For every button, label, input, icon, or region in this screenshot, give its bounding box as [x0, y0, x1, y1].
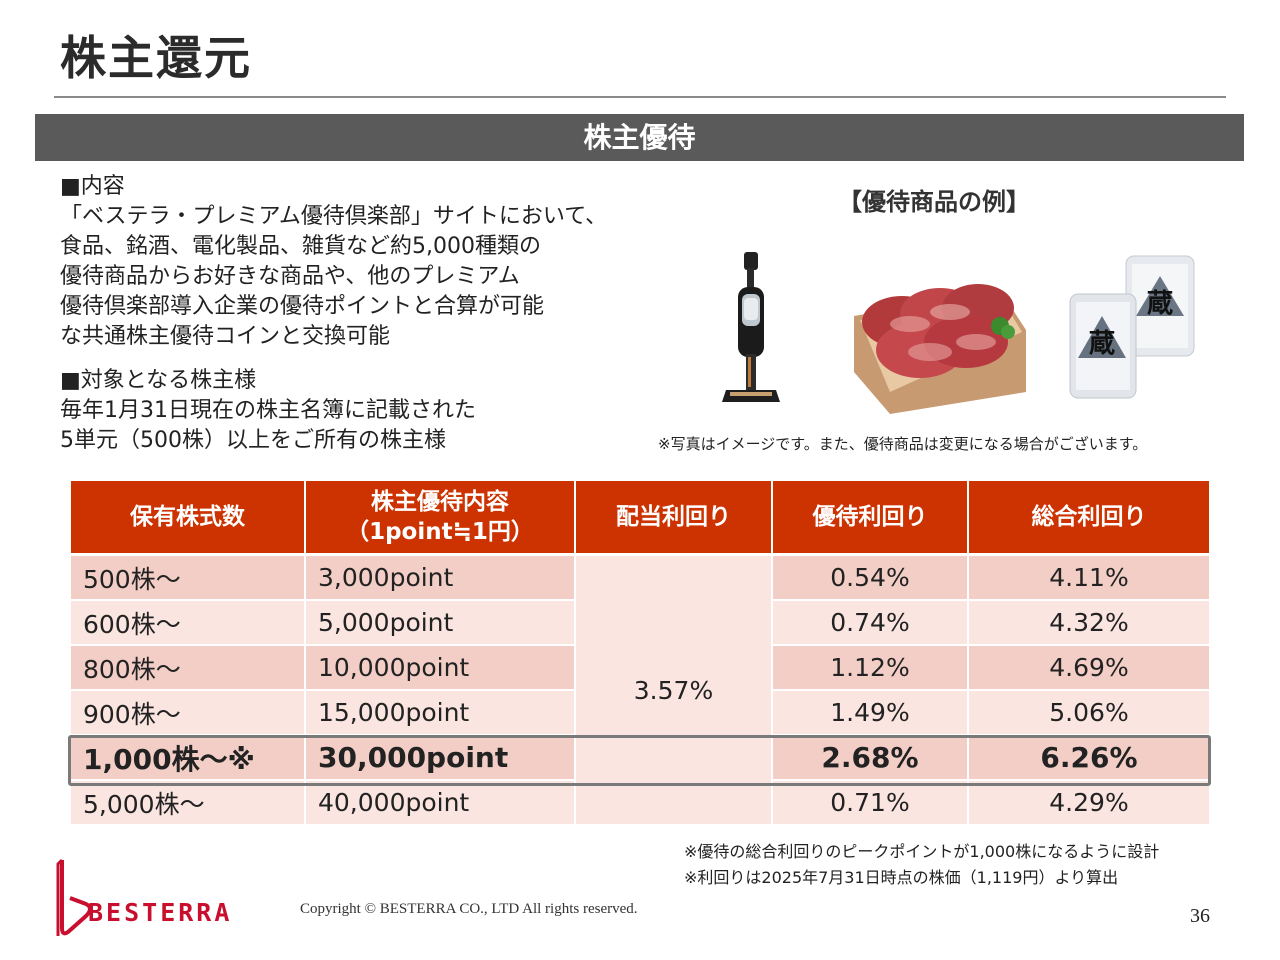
cell-total-yield: 5.06%: [969, 691, 1209, 736]
cell-shares: 500株〜: [71, 556, 304, 601]
cell-shares: 900株〜: [71, 691, 304, 736]
table-header-row: 保有株式数 株主優待内容 （1point≒1円） 配当利回り 優待利回り 総合利…: [71, 481, 1209, 556]
cell-points: 3,000point: [306, 556, 574, 601]
cell-benefit-yield: 2.68%: [773, 736, 967, 781]
header-shares: 保有株式数: [71, 481, 304, 556]
content-line: 「ベステラ・プレミアム優待倶楽部」サイトにおいて、: [60, 204, 608, 229]
table-row: 5,000株〜 40,000point 0.71% 4.29%: [71, 781, 1209, 826]
table-row-highlighted: 1,000株〜※ 30,000point 2.68% 6.26%: [71, 736, 1209, 781]
cell-points: 40,000point: [306, 781, 574, 826]
title-divider: [54, 96, 1226, 98]
page-number: 36: [1190, 905, 1210, 927]
cell-total-yield: 4.11%: [969, 556, 1209, 601]
logo-icon: BESTERRA: [56, 858, 232, 936]
content-line: 優待倶楽部導入企業の優待ポイントと合算が可能: [60, 294, 545, 319]
svg-text:蔵: 蔵: [1089, 329, 1115, 359]
wagyu-beef-photo: [850, 242, 1028, 414]
rice-bags-photo: 蔵 蔵: [1040, 242, 1218, 414]
photo-note: ※写真はイメージです。また、優待商品は変更になる場合がございます。: [658, 435, 1148, 453]
content-line: 優待商品からお好きな商品や、他のプレミアム: [60, 264, 520, 289]
page-title: 株主還元: [60, 31, 252, 85]
header-total-yield: 総合利回り: [969, 481, 1209, 556]
beef-icon: [850, 242, 1028, 414]
header-dividend-yield: 配当利回り: [576, 481, 771, 556]
footnote: ※利回りは2025年7月31日時点の株価（1,119円）より算出: [684, 868, 1119, 887]
cell-benefit-yield: 1.49%: [773, 691, 967, 736]
svg-text:BESTERRA: BESTERRA: [88, 898, 232, 927]
section-title: 株主優待: [35, 114, 1244, 161]
cell-dividend-yield: 3.57%: [576, 556, 771, 826]
cell-shares: 1,000株〜※: [71, 736, 304, 781]
cell-total-yield: 4.29%: [969, 781, 1209, 826]
yield-table-container: 保有株式数 株主優待内容 （1point≒1円） 配当利回り 優待利回り 総合利…: [70, 481, 1210, 826]
yield-table: 保有株式数 株主優待内容 （1point≒1円） 配当利回り 優待利回り 総合利…: [69, 481, 1211, 826]
table-row: 600株〜 5,000point 0.74% 4.32%: [71, 601, 1209, 646]
table-row: 900株〜 15,000point 1.49% 5.06%: [71, 691, 1209, 736]
table-row: 800株〜 10,000point 1.12% 4.69%: [71, 646, 1209, 691]
rice-bag-icon: 蔵 蔵: [1040, 242, 1218, 414]
svg-text:蔵: 蔵: [1147, 289, 1173, 319]
content-heading: ■内容: [60, 174, 125, 199]
cell-shares: 800株〜: [71, 646, 304, 691]
header-benefit-yield: 優待利回り: [773, 481, 967, 556]
besterra-logo: BESTERRA: [52, 858, 292, 940]
cell-benefit-yield: 1.12%: [773, 646, 967, 691]
target-line: 毎年1月31日現在の株主名簿に記載された: [60, 398, 476, 423]
target-shareholders: ■対象となる株主様 毎年1月31日現在の株主名簿に記載された 5単元（500株）…: [60, 366, 700, 456]
cell-benefit-yield: 0.54%: [773, 556, 967, 601]
cell-shares: 600株〜: [71, 601, 304, 646]
cell-total-yield: 4.69%: [969, 646, 1209, 691]
header-benefit-line1: 株主優待内容: [371, 489, 509, 515]
cell-benefit-yield: 0.74%: [773, 601, 967, 646]
footnote: ※優待の総合利回りのピークポイントが1,000株になるように設計: [684, 842, 1160, 861]
table-row: 500株〜 3,000point 3.57% 0.54% 4.11%: [71, 556, 1209, 826]
cell-points: 30,000point: [306, 736, 574, 781]
cell-shares: 5,000株〜: [71, 781, 304, 826]
cell-total-yield: 6.26%: [969, 736, 1209, 781]
content-line: 食品、銘酒、電化製品、雑貨など約5,000種類の: [60, 234, 541, 259]
header-benefit: 株主優待内容 （1point≒1円）: [306, 481, 574, 556]
cell-benefit-yield: 0.71%: [773, 781, 967, 826]
header-benefit-line2: （1point≒1円）: [346, 519, 534, 545]
content-description: ■内容 「ベステラ・プレミアム優待倶楽部」サイトにおいて、 食品、銘酒、電化製品…: [60, 172, 700, 352]
vacuum-cleaner-photo: [660, 242, 836, 414]
target-heading: ■対象となる株主様: [60, 368, 257, 393]
cell-total-yield: 4.32%: [969, 601, 1209, 646]
cell-points: 5,000point: [306, 601, 574, 646]
cell-points: 10,000point: [306, 646, 574, 691]
copyright: Copyright © BESTERRA CO., LTD All rights…: [300, 901, 638, 917]
target-line: 5単元（500株）以上をご所有の株主様: [60, 428, 446, 453]
cell-points: 15,000point: [306, 691, 574, 736]
examples-title: 【優待商品の例】: [838, 188, 1030, 216]
vacuum-cleaner-icon: [660, 242, 836, 414]
content-line: な共通株主優待コインと交換可能: [60, 324, 391, 349]
